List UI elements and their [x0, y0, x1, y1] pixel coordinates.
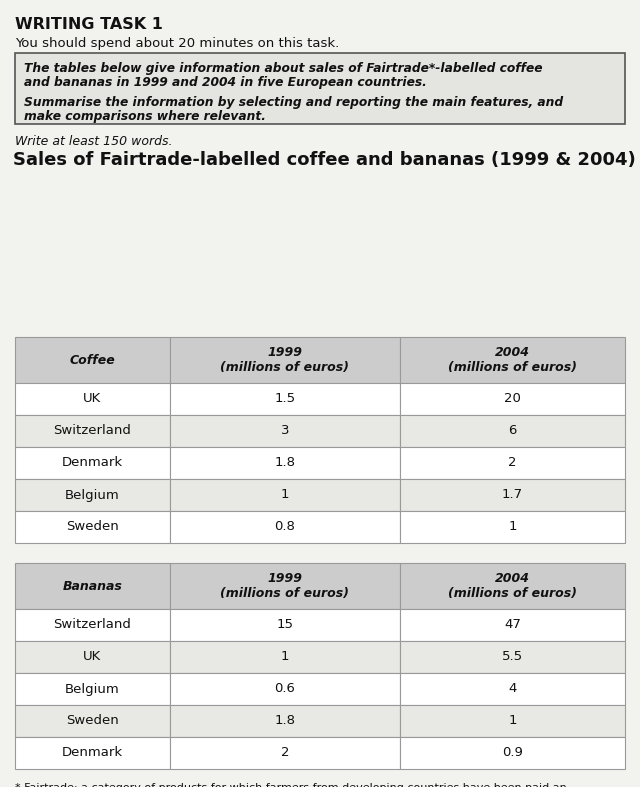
Bar — [170, 479, 400, 511]
Bar — [170, 447, 400, 479]
Bar — [400, 447, 625, 479]
Text: Bananas: Bananas — [63, 579, 122, 593]
Bar — [15, 511, 170, 543]
Text: 20: 20 — [504, 393, 521, 405]
Text: 1999
(millions of euros): 1999 (millions of euros) — [221, 345, 349, 375]
Text: make comparisons where relevant.: make comparisons where relevant. — [24, 110, 266, 123]
Text: 1: 1 — [508, 520, 516, 534]
Text: The tables below give information about sales of Fairtrade*-labelled coffee: The tables below give information about … — [24, 62, 543, 75]
Text: 47: 47 — [504, 619, 521, 631]
Bar — [170, 383, 400, 415]
Bar — [170, 705, 400, 737]
Bar — [400, 673, 625, 705]
Bar — [15, 415, 170, 447]
Bar — [15, 563, 170, 609]
Bar — [400, 705, 625, 737]
Text: and bananas in 1999 and 2004 in five European countries.: and bananas in 1999 and 2004 in five Eur… — [24, 76, 427, 89]
Bar — [400, 383, 625, 415]
Bar — [15, 641, 170, 673]
Text: 1.5: 1.5 — [275, 393, 296, 405]
Text: 1: 1 — [281, 489, 289, 501]
Text: Summarise the information by selecting and reporting the main features, and: Summarise the information by selecting a… — [24, 96, 563, 109]
Text: 0.6: 0.6 — [275, 682, 296, 696]
Text: 0.9: 0.9 — [502, 747, 523, 759]
Bar — [170, 737, 400, 769]
Text: Write at least 150 words.: Write at least 150 words. — [15, 135, 173, 148]
Text: UK: UK — [83, 393, 102, 405]
Text: 4: 4 — [508, 682, 516, 696]
Bar — [15, 737, 170, 769]
Text: 1: 1 — [508, 715, 516, 727]
Bar — [15, 705, 170, 737]
Bar — [170, 337, 400, 383]
Bar — [400, 511, 625, 543]
Bar — [400, 641, 625, 673]
Bar — [170, 563, 400, 609]
Bar — [170, 609, 400, 641]
Bar — [15, 673, 170, 705]
Bar — [400, 415, 625, 447]
Text: Switzerland: Switzerland — [54, 619, 131, 631]
Text: 1999
(millions of euros): 1999 (millions of euros) — [221, 571, 349, 600]
Bar — [400, 337, 625, 383]
Text: Coffee: Coffee — [70, 353, 115, 367]
Text: 5.5: 5.5 — [502, 651, 523, 663]
Bar — [15, 383, 170, 415]
Bar — [15, 337, 170, 383]
Bar — [170, 415, 400, 447]
Text: Sweden: Sweden — [66, 520, 119, 534]
Bar — [400, 737, 625, 769]
Text: 2004
(millions of euros): 2004 (millions of euros) — [448, 571, 577, 600]
Bar — [170, 641, 400, 673]
Text: 6: 6 — [508, 424, 516, 438]
Text: 1.8: 1.8 — [275, 456, 296, 470]
Text: 1.8: 1.8 — [275, 715, 296, 727]
Text: Belgium: Belgium — [65, 682, 120, 696]
Text: Switzerland: Switzerland — [54, 424, 131, 438]
Text: Belgium: Belgium — [65, 489, 120, 501]
Text: Denmark: Denmark — [62, 456, 123, 470]
Text: 2004
(millions of euros): 2004 (millions of euros) — [448, 345, 577, 375]
Bar — [15, 479, 170, 511]
Text: 2: 2 — [281, 747, 289, 759]
Text: 1: 1 — [281, 651, 289, 663]
Bar — [15, 53, 625, 124]
Text: 3: 3 — [281, 424, 289, 438]
Bar — [170, 511, 400, 543]
Text: Denmark: Denmark — [62, 747, 123, 759]
Text: 1.7: 1.7 — [502, 489, 523, 501]
Bar — [400, 609, 625, 641]
Bar — [400, 479, 625, 511]
Text: Sales of Fairtrade-labelled coffee and bananas (1999 & 2004): Sales of Fairtrade-labelled coffee and b… — [13, 151, 636, 169]
Text: WRITING TASK 1: WRITING TASK 1 — [15, 17, 163, 32]
Bar — [170, 673, 400, 705]
Text: Sweden: Sweden — [66, 715, 119, 727]
Text: 2: 2 — [508, 456, 516, 470]
Text: You should spend about 20 minutes on this task.: You should spend about 20 minutes on thi… — [15, 37, 339, 50]
Text: UK: UK — [83, 651, 102, 663]
Bar — [400, 563, 625, 609]
Bar — [15, 609, 170, 641]
Text: * Fairtrade: a category of products for which farmers from developing countries : * Fairtrade: a category of products for … — [15, 783, 567, 787]
Bar — [15, 447, 170, 479]
Text: 0.8: 0.8 — [275, 520, 296, 534]
Text: 15: 15 — [276, 619, 294, 631]
